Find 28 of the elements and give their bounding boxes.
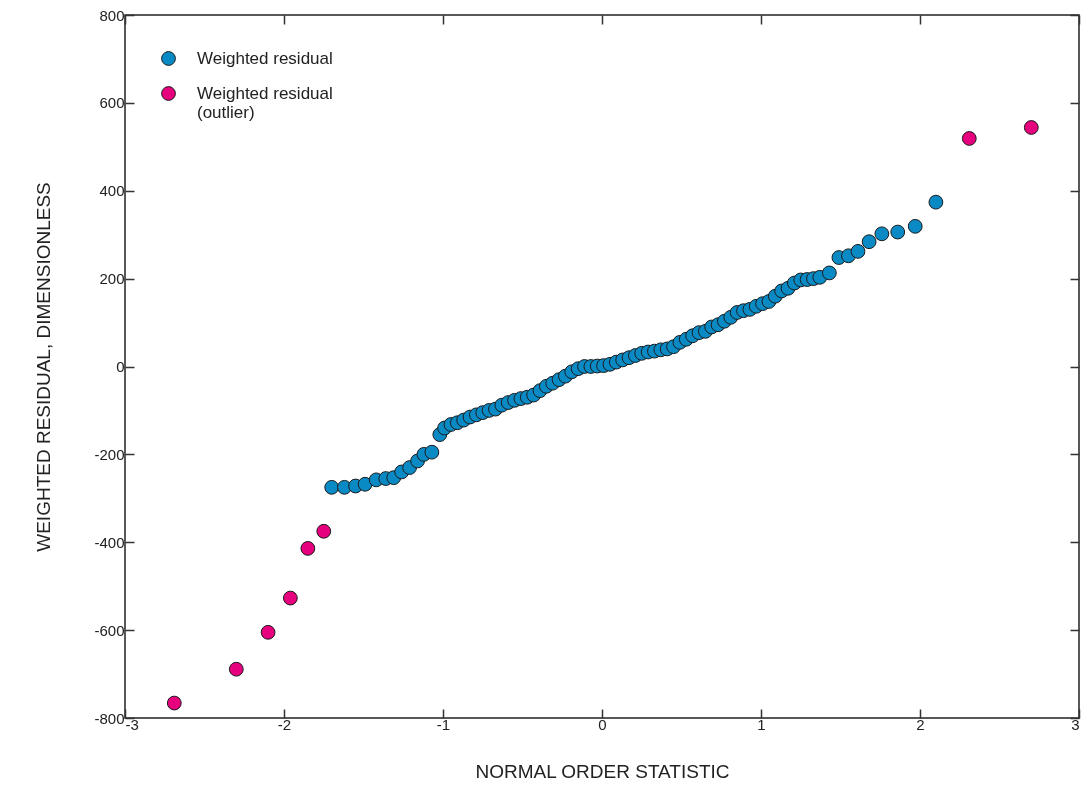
legend-label: Weighted residual <box>197 48 333 68</box>
point <box>316 523 332 539</box>
x-tick-label: 0 <box>598 715 607 733</box>
x-axis-title: NORMAL ORDER STATISTIC <box>475 760 730 782</box>
y-tick-label: -200 <box>94 445 125 463</box>
point <box>1023 120 1039 135</box>
point <box>961 131 977 146</box>
legend-label: Weighted residual (outlier) <box>197 83 333 122</box>
x-tick-label: 3 <box>1071 715 1080 733</box>
y-tick-label: 800 <box>99 6 125 24</box>
y-tick-label: 0 <box>116 358 125 375</box>
point <box>228 661 244 677</box>
y-tick-label: 400 <box>99 182 125 200</box>
x-tick-label: -3 <box>125 715 139 733</box>
y-tick-label: 200 <box>99 270 125 288</box>
y-tick-label: -600 <box>94 621 125 639</box>
x-tick-label: 2 <box>916 715 925 733</box>
y-tick-label: -800 <box>94 709 125 727</box>
point <box>166 695 182 711</box>
point <box>260 624 276 640</box>
y-tick-label: 600 <box>99 94 125 112</box>
point <box>300 541 316 556</box>
x-tick-label: -1 <box>436 715 451 733</box>
x-tick-label: 1 <box>757 715 766 733</box>
y-axis-title: WEIGHTED RESIDUAL, DIMENSIONLESS <box>33 182 55 552</box>
x-tick-label: -2 <box>277 715 292 733</box>
point <box>282 590 298 606</box>
y-tick-label: -400 <box>94 533 125 551</box>
